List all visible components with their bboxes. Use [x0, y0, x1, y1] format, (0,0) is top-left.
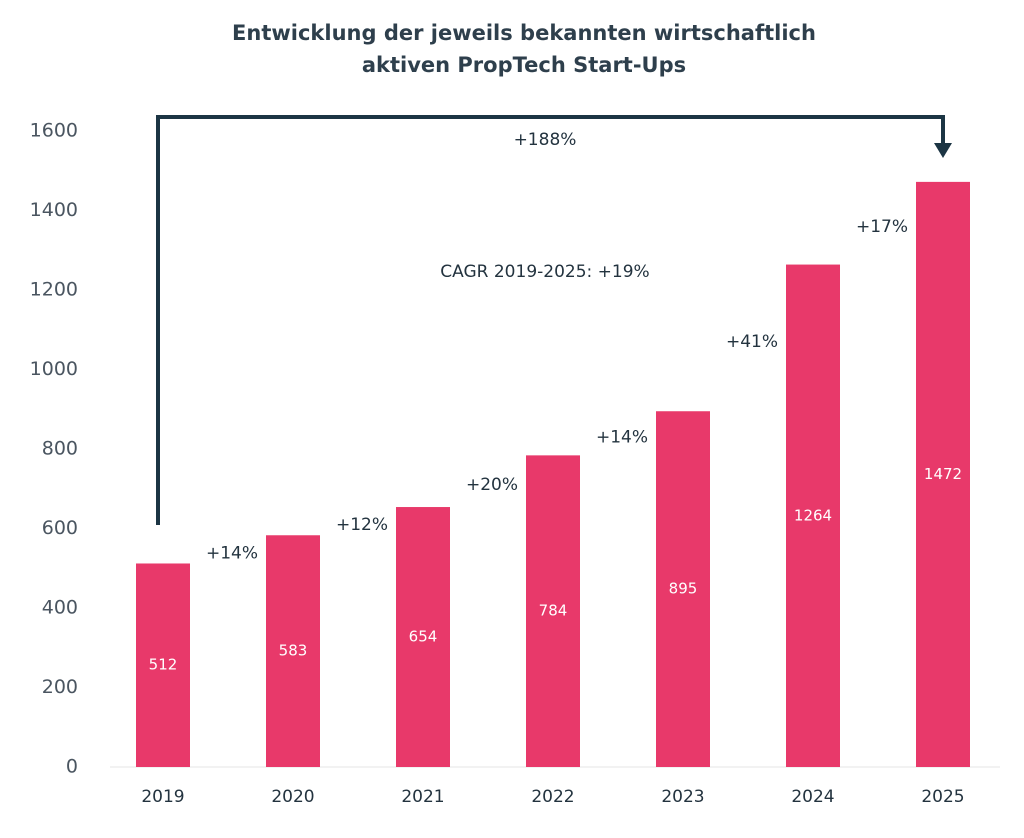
- value-label: 583: [279, 642, 308, 660]
- chart-title: Entwicklung der jeweils bekannten wirtsc…: [232, 21, 816, 45]
- value-label: 895: [669, 580, 698, 598]
- y-tick-label: 800: [42, 438, 78, 460]
- bar: [526, 455, 580, 767]
- bar: [266, 535, 320, 767]
- x-tick-label: 2024: [791, 787, 834, 807]
- value-label: 1472: [924, 465, 962, 483]
- y-tick-label: 0: [66, 756, 78, 778]
- total-growth-label: +188%: [514, 130, 577, 150]
- growth-label: +41%: [726, 332, 778, 352]
- arrow-head: [934, 143, 952, 158]
- x-tick-label: 2023: [661, 787, 704, 807]
- x-tick-label: 2019: [141, 787, 184, 807]
- chart-title: aktiven PropTech Start-Ups: [362, 53, 686, 77]
- growth-label: +14%: [596, 427, 648, 447]
- value-label: 512: [149, 656, 178, 674]
- bar: [916, 181, 970, 767]
- growth-label: +20%: [466, 475, 518, 495]
- growth-label: +12%: [336, 515, 388, 535]
- y-tick-label: 200: [42, 676, 78, 698]
- bar: [656, 411, 710, 767]
- y-tick-label: 1200: [30, 279, 78, 301]
- total-growth-arrow: [156, 115, 945, 525]
- y-tick-label: 600: [42, 517, 78, 539]
- value-label: 1264: [794, 506, 832, 524]
- y-tick-label: 1600: [30, 120, 78, 142]
- growth-label: +14%: [206, 543, 258, 563]
- value-label: 654: [409, 628, 438, 646]
- cagr-label: CAGR 2019-2025: +19%: [440, 262, 649, 282]
- y-tick-label: 1000: [30, 358, 78, 380]
- bar: [786, 264, 840, 767]
- y-tick-label: 1400: [30, 199, 78, 221]
- value-label: 784: [539, 602, 568, 620]
- bar: [136, 563, 190, 767]
- x-tick-label: 2022: [531, 787, 574, 807]
- growth-label: +17%: [856, 217, 908, 237]
- x-tick-label: 2020: [271, 787, 314, 807]
- bar: [396, 507, 450, 767]
- x-tick-label: 2025: [921, 787, 964, 807]
- y-tick-label: 400: [42, 597, 78, 619]
- x-tick-label: 2021: [401, 787, 444, 807]
